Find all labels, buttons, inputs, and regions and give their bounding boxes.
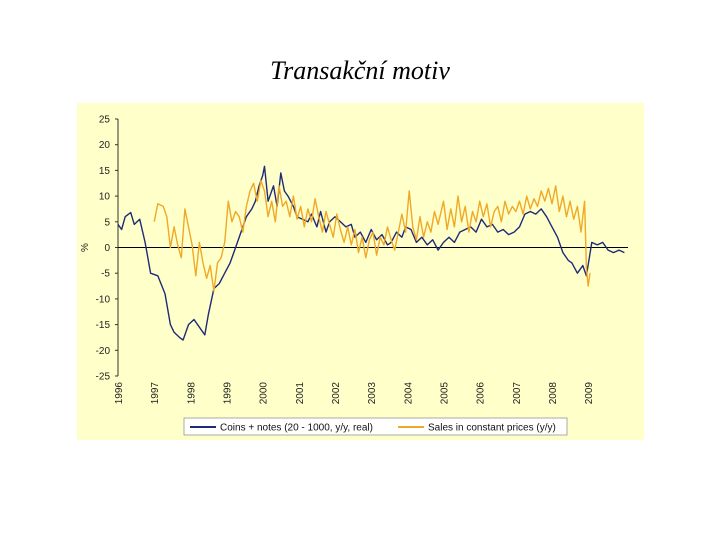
x-tick-label: 2009 [584, 382, 595, 405]
x-tick-label: 2002 [331, 382, 342, 405]
y-tick-label: 20 [99, 140, 111, 151]
axes: 25 20 15 10 5 0 -5 -10 -15 -20 -25% 1996 1997 1998 199… [80, 115, 628, 405]
y-tick-label: -25 [96, 372, 111, 383]
x-tick-label: 1997 [150, 382, 161, 405]
legend: Coins + notes (20 - 1000, y/y, real) Sale… [183, 417, 568, 436]
y-tick-label: -10 [96, 294, 111, 305]
y-tick-label: 10 [99, 192, 111, 203]
x-tick-label: 2001 [295, 382, 306, 405]
x-tick-label: 2006 [476, 382, 487, 405]
y-tick-label: -15 [96, 320, 111, 331]
x-tick-label: 2000 [259, 382, 270, 405]
x-tick-label: 2005 [440, 382, 451, 405]
x-tick-label: 1998 [186, 382, 197, 405]
x-tick-label: 2003 [367, 382, 378, 405]
x-tick-label: 1999 [223, 382, 234, 405]
y-tick-label: 25 [99, 115, 111, 126]
y-axis-label: % [80, 243, 91, 252]
legend-box [183, 417, 568, 436]
y-tick-label: 0 [104, 243, 110, 254]
series-line-1 [117, 165, 625, 341]
y-tick-label: 15 [99, 166, 111, 177]
legend-label-1: Coins + notes (20 - 1000, y/y, real) [220, 423, 373, 434]
y-tick-label: -5 [101, 269, 110, 280]
x-tick-label: 2004 [403, 382, 414, 405]
series-line-2 [153, 180, 591, 292]
x-tick-label: 2007 [512, 382, 523, 405]
y-tick-label: -20 [96, 346, 111, 357]
slide-title: Transakční motiv [270, 56, 450, 85]
legend-label-2: Sales in constant prices (y/y) [428, 423, 556, 434]
series-lines [117, 165, 625, 341]
x-tick-label: 1996 [114, 382, 125, 405]
y-tick-label: 5 [104, 217, 110, 228]
x-tick-label: 2008 [548, 382, 559, 405]
